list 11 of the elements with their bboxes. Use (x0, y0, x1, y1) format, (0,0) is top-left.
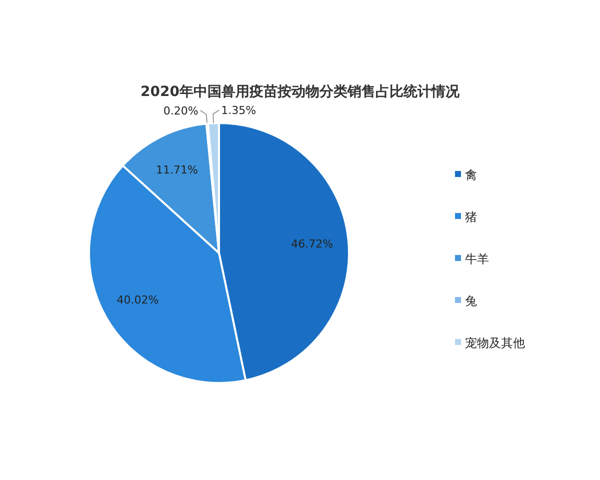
data-label: 40.02% (116, 293, 159, 306)
legend-label: 牛羊 (465, 252, 489, 266)
data-label: 1.35% (221, 104, 256, 118)
legend-label: 宠物及其他 (465, 336, 525, 350)
data-label: 11.71% (156, 163, 198, 176)
legend-label: 禽 (465, 168, 477, 182)
data-label: 0.20% (163, 104, 198, 118)
legend-label: 兔 (465, 294, 477, 308)
chart-title: 2020年中国兽用疫苗按动物分类销售占比统计情况 (140, 83, 460, 100)
legend-label: 猪 (465, 210, 477, 224)
data-label: 46.72% (291, 237, 334, 250)
